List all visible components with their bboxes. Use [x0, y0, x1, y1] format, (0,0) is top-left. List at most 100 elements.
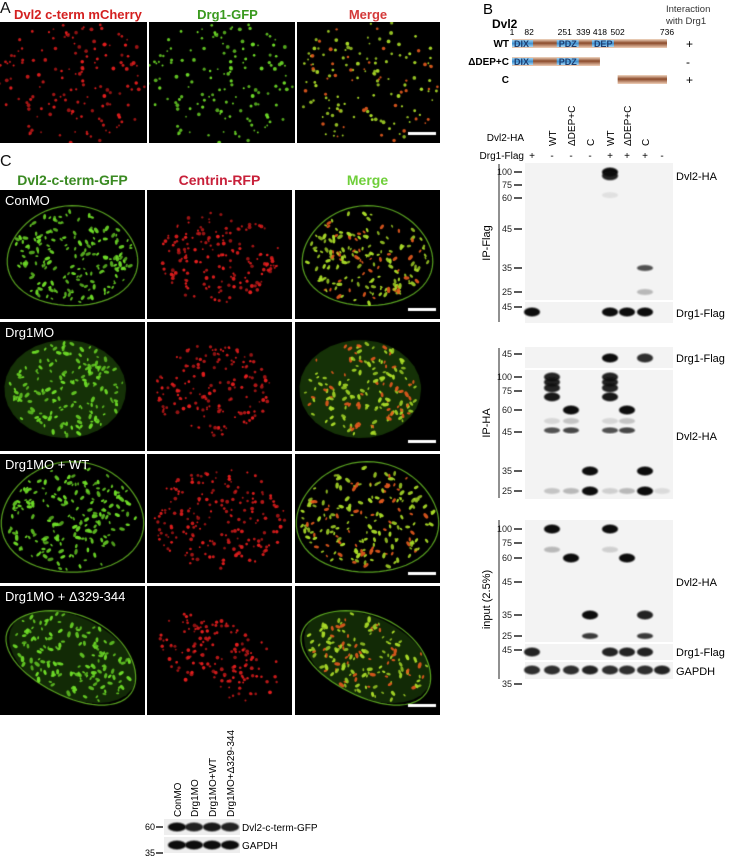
mw-marker: 60: [502, 553, 512, 563]
blot-band: [582, 486, 598, 496]
domain-dep: DEP: [594, 39, 613, 49]
micrograph-a-gfp: [149, 22, 295, 143]
panel-a-channel-mcherry: Dvl2 c-term mCherry: [14, 7, 142, 22]
blot-band: [637, 289, 653, 295]
c-blot-band: [168, 840, 186, 850]
c-blot-band: [203, 840, 221, 850]
blot-band: [563, 405, 579, 415]
blot-band: [524, 307, 540, 317]
blot-side-label: IP-HA: [481, 408, 493, 438]
blot-band: [637, 265, 653, 271]
c-blot-band: [185, 840, 203, 850]
blot-band: [563, 417, 579, 424]
domain-box: [591, 40, 614, 47]
blot-band-label: Dvl2-HA: [676, 577, 718, 589]
micrograph-c-gfp-row4: Drg1MO + Δ329-344: [0, 586, 145, 715]
mw-marker: 100: [497, 372, 512, 382]
position-tick: 251: [558, 27, 572, 37]
blot-band-label: Dvl2-HA: [676, 431, 718, 443]
lane-label-drg1: +: [607, 151, 613, 162]
interaction-symbol: +: [686, 73, 693, 87]
micrograph-c-gfp-row1: ConMO: [0, 190, 145, 319]
blot-band: [602, 383, 618, 393]
c-lane-label: Drg1MO+WT: [208, 758, 219, 817]
blot-band: [602, 665, 618, 675]
construct-label: WT: [493, 39, 509, 50]
blot-strip: [525, 662, 673, 679]
domain-box: [512, 40, 534, 47]
lane-label-dvl2: WT: [548, 130, 559, 146]
blot-band: [582, 466, 598, 476]
blot-side-label: input (2.5%): [481, 570, 493, 629]
blot-band-label: Drg1-Flag: [676, 353, 725, 365]
blot-band: [544, 665, 560, 675]
lane-label-dvl2: WT: [606, 130, 617, 146]
position-tick: 502: [611, 27, 625, 37]
row-label-drg1: Drg1-Flag: [480, 151, 524, 162]
blot-band: [637, 353, 653, 363]
panel-b-label: B: [483, 1, 493, 18]
blot-band: [602, 546, 618, 553]
domain-box: [512, 58, 534, 65]
blot-band: [637, 466, 653, 476]
blot-band: [619, 553, 635, 563]
interaction-symbol: -: [686, 55, 690, 69]
mw-marker: 75: [502, 180, 512, 190]
blot-band: [563, 427, 579, 434]
interaction-header-line1: Interaction: [666, 4, 710, 15]
domain-pdz: PDZ: [559, 57, 578, 67]
mw-marker: 45: [502, 645, 512, 655]
condition-label: Drg1MO: [5, 325, 55, 340]
micrograph-c-rfp-row4: [147, 586, 292, 715]
c-lane-label: ConMO: [173, 782, 184, 817]
row-label-dvl2: Dvl2-HA: [487, 133, 525, 144]
blot-band: [619, 307, 635, 317]
mw-marker: 75: [502, 538, 512, 548]
domain-box: [556, 58, 579, 65]
c-blot-band: [203, 822, 221, 832]
blot-band: [582, 633, 598, 639]
condition-label: ConMO: [5, 193, 50, 208]
blot-band: [619, 405, 635, 415]
mw-marker: 60: [502, 405, 512, 415]
blot-band: [637, 610, 653, 620]
c-mw-marker: 60: [145, 822, 155, 832]
blot-band: [602, 427, 618, 434]
interaction-header-line2: with Drg1: [665, 16, 706, 27]
blot-band: [582, 665, 598, 675]
blot-band: [563, 665, 579, 675]
blot-band-label: Dvl2-HA: [676, 171, 718, 183]
blot-band: [637, 647, 653, 657]
blot-band: [654, 665, 670, 675]
position-tick: 82: [524, 27, 534, 37]
c-mw-marker: 35: [145, 848, 155, 857]
mw-marker: 25: [502, 486, 512, 496]
panel-a-channel-merge: Merge: [348, 7, 388, 22]
blot-band-label: Drg1-Flag: [676, 647, 725, 659]
c-blot-band: [168, 822, 186, 832]
panel-a-label: A: [0, 0, 11, 17]
mw-marker: 45: [502, 224, 512, 234]
lane-label-dvl2: C: [641, 139, 652, 146]
dvl2-title: Dvl2: [492, 17, 518, 31]
position-tick: 736: [660, 27, 674, 37]
blot-band: [544, 417, 560, 424]
blot-band-label: GAPDH: [676, 666, 715, 678]
c-lane-label: Drg1MO+Δ329-344: [226, 730, 237, 817]
construct-label: ΔDEP+C: [468, 57, 509, 68]
lane-label-drg1: -: [550, 151, 553, 162]
c-blot-band: [221, 840, 239, 850]
mw-marker: 45: [502, 427, 512, 437]
mw-marker: 25: [502, 287, 512, 297]
blot-band: [619, 647, 635, 657]
blot-band: [619, 427, 635, 434]
lane-label-drg1: +: [642, 151, 648, 162]
blot-band: [637, 307, 653, 317]
micrograph-c-merge-row1: [295, 190, 440, 319]
blot-band: [544, 392, 560, 402]
position-tick: 418: [593, 27, 607, 37]
lane-label-drg1: -: [588, 151, 591, 162]
c-blot-band-label: GAPDH: [242, 841, 278, 852]
construct-bar: [512, 39, 667, 48]
